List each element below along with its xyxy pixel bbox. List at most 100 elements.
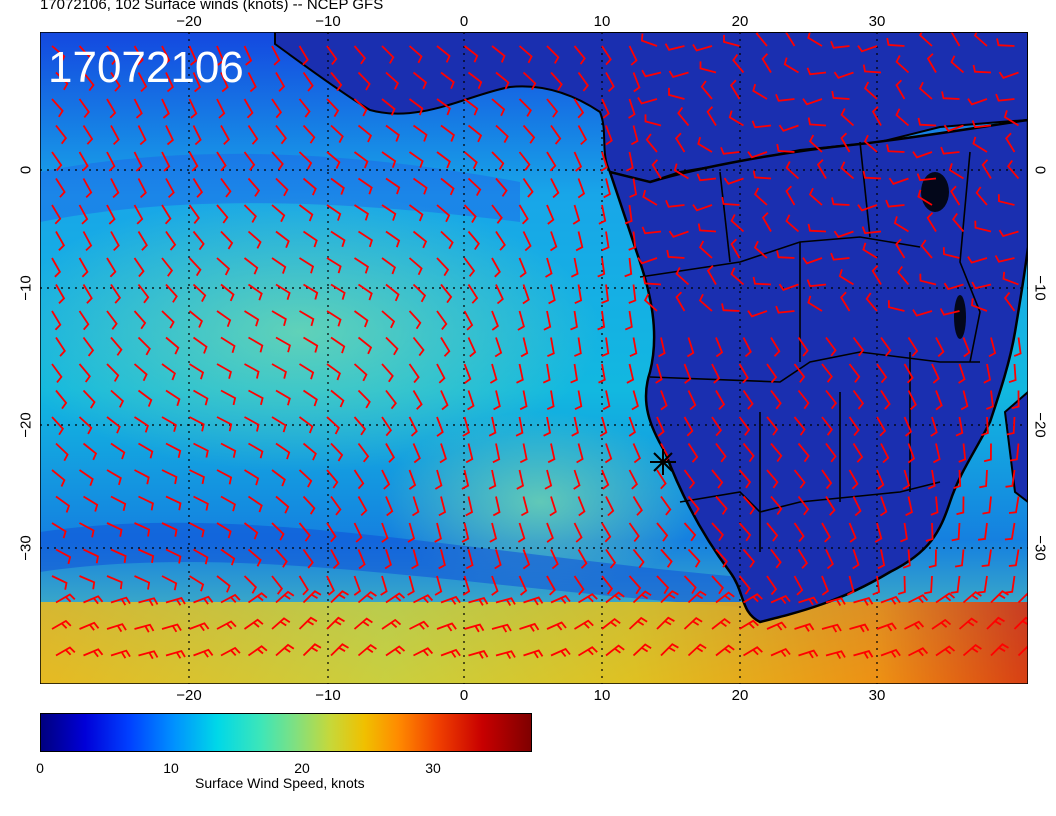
wind-barb bbox=[326, 363, 341, 381]
wind-barb bbox=[385, 230, 401, 248]
wind-barb bbox=[489, 522, 498, 543]
wind-barb bbox=[660, 548, 673, 568]
wind-barb bbox=[973, 32, 988, 47]
wind-barb bbox=[577, 125, 588, 146]
wind-barb bbox=[106, 623, 127, 633]
wind-barb bbox=[302, 230, 318, 248]
wind-barb bbox=[55, 593, 76, 604]
wind-barb bbox=[877, 549, 886, 570]
wind-barb bbox=[493, 390, 501, 411]
wind-barb bbox=[941, 91, 960, 100]
wind-barb bbox=[543, 416, 552, 437]
top-tick-label: −20 bbox=[176, 13, 202, 30]
wind-barb bbox=[243, 98, 254, 119]
wind-barb bbox=[656, 416, 665, 437]
right-tick-label: 0 bbox=[1031, 165, 1049, 175]
wind-barb bbox=[880, 595, 901, 605]
wind-barb bbox=[299, 257, 315, 274]
wind-barb bbox=[550, 594, 571, 604]
wind-barb bbox=[408, 469, 417, 490]
wind-barb bbox=[522, 231, 532, 252]
wind-barb bbox=[604, 443, 613, 464]
wind-barb bbox=[357, 71, 371, 91]
right-tick-label: −10 bbox=[1031, 275, 1049, 301]
wind-barb bbox=[574, 284, 583, 305]
wind-barb bbox=[358, 230, 373, 248]
wind-barb bbox=[956, 496, 965, 516]
wind-barb bbox=[463, 310, 474, 331]
wind-barb bbox=[797, 442, 810, 463]
wind-barb bbox=[133, 151, 143, 172]
left-tick-label: 0 bbox=[17, 165, 35, 175]
wind-barb bbox=[950, 55, 965, 74]
wind-barb bbox=[357, 283, 373, 301]
wind-barb bbox=[216, 98, 226, 119]
wind-barb bbox=[353, 469, 365, 490]
wind-barb bbox=[461, 522, 470, 543]
wind-barb bbox=[436, 257, 450, 277]
wind-barb bbox=[720, 146, 740, 155]
wind-barb bbox=[753, 240, 768, 259]
wind-barb bbox=[78, 204, 89, 225]
country-borders bbox=[639, 141, 981, 552]
wind-barb bbox=[436, 45, 451, 63]
wind-barb bbox=[298, 98, 311, 118]
wind-barb bbox=[935, 390, 943, 411]
wind-barb bbox=[753, 187, 768, 206]
wind-barb bbox=[601, 98, 610, 119]
wind-barb bbox=[216, 45, 225, 66]
wind-barb bbox=[831, 197, 850, 206]
wind-barb bbox=[755, 32, 768, 47]
wind-barb bbox=[886, 37, 905, 47]
wind-barb bbox=[381, 98, 396, 116]
wind-barb bbox=[785, 185, 796, 206]
wind-barb bbox=[900, 522, 908, 543]
wind-barb bbox=[137, 72, 148, 93]
wind-barb bbox=[381, 204, 397, 221]
wind-barb bbox=[106, 469, 122, 486]
wind-barb bbox=[766, 575, 778, 596]
wind-barb bbox=[491, 623, 512, 633]
wind-barb bbox=[491, 45, 506, 63]
wind-barb bbox=[467, 230, 480, 251]
wind-barb bbox=[133, 204, 144, 225]
wind-barb bbox=[874, 522, 883, 543]
wind-barb bbox=[491, 151, 505, 170]
wind-barb bbox=[436, 98, 451, 116]
wind-barb bbox=[683, 416, 694, 437]
wind-barb bbox=[138, 597, 159, 607]
wind-barb bbox=[408, 257, 423, 276]
map-title: 17072106, 102 Surface winds (knots) -- N… bbox=[40, 0, 384, 13]
wind-barb bbox=[981, 549, 992, 567]
wind-barb bbox=[491, 204, 503, 224]
wind-barb bbox=[434, 469, 443, 490]
wind-barb bbox=[83, 548, 100, 564]
wind-barb bbox=[729, 79, 741, 100]
wind-barb bbox=[880, 336, 892, 357]
wind-barb bbox=[766, 621, 787, 631]
wind-barb bbox=[381, 310, 396, 329]
wind-barb bbox=[577, 496, 586, 517]
wind-barb bbox=[83, 495, 99, 512]
wind-barb bbox=[381, 151, 397, 168]
wind-barb bbox=[723, 177, 744, 185]
wind-barb bbox=[645, 133, 658, 153]
wind-barb bbox=[643, 293, 658, 312]
wind-barb bbox=[640, 33, 658, 47]
wind-barb bbox=[550, 647, 571, 657]
wind-barb bbox=[697, 136, 713, 153]
wind-barb bbox=[776, 143, 795, 153]
wind-barb bbox=[802, 257, 823, 265]
wind-barb bbox=[495, 650, 516, 660]
wind-barb bbox=[544, 469, 553, 490]
wind-barb bbox=[407, 575, 415, 596]
wind-barb bbox=[463, 363, 472, 384]
wind-barb bbox=[954, 549, 965, 568]
wind-barb bbox=[1005, 575, 1016, 594]
wind-barb bbox=[840, 108, 855, 127]
wind-barb bbox=[770, 647, 791, 658]
colorbar-label: Surface Wind Speed, knots bbox=[195, 775, 365, 791]
wind-barb bbox=[518, 257, 527, 278]
wind-barb bbox=[408, 45, 423, 64]
wind-barb bbox=[357, 177, 373, 195]
